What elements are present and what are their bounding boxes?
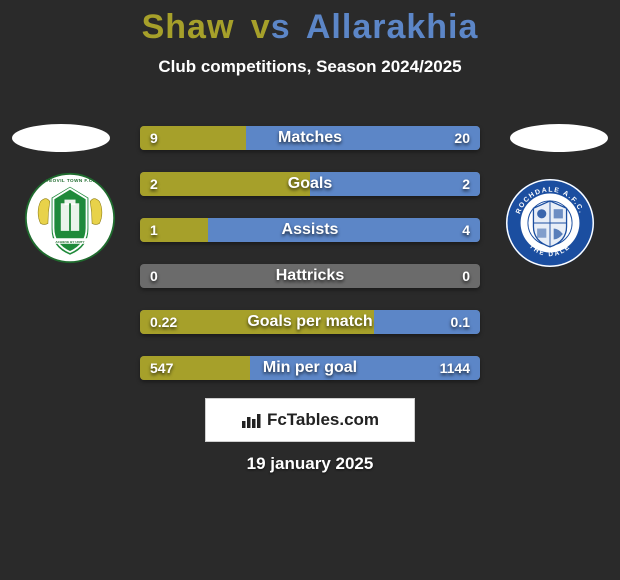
title-left-name: Shaw	[142, 8, 235, 46]
left-club-badge: ACHIEVE BY UNITY YEOVIL TOWN F.C.	[20, 168, 120, 268]
brand-link[interactable]: FcTables.com	[241, 410, 379, 430]
page-title: Shaw vs Allarakhia	[0, 0, 620, 47]
title-right-name: Allarakhia	[306, 8, 479, 46]
right-club-badge: ROCHDALE A.F.C. THE DALE	[500, 173, 600, 273]
left-shadow-oval	[12, 124, 110, 152]
stat-row: 14Assists	[140, 218, 480, 242]
title-vs: vs	[245, 8, 297, 46]
bar-label: Assists	[140, 218, 480, 242]
stat-row: 22Goals	[140, 172, 480, 196]
bar-label: Goals	[140, 172, 480, 196]
brand-box[interactable]: FcTables.com	[205, 398, 415, 442]
brand-text: FcTables.com	[267, 410, 379, 430]
stats-bars: 920Matches 22Goals 14Assists 00Hattricks 0.2…	[140, 126, 480, 402]
bar-label: Hattricks	[140, 264, 480, 288]
brand-bars-icon	[241, 411, 263, 429]
stat-row: 920Matches	[140, 126, 480, 150]
stat-row: 00Hattricks	[140, 264, 480, 288]
left-crest-icon: ACHIEVE BY UNITY YEOVIL TOWN F.C.	[24, 172, 116, 264]
stat-row: 0.220.1Goals per match	[140, 310, 480, 334]
left-crest-motto: ACHIEVE BY UNITY	[55, 240, 85, 244]
left-crest-name: YEOVIL TOWN F.C.	[46, 178, 95, 183]
right-crest-icon: ROCHDALE A.F.C. THE DALE	[504, 177, 596, 269]
date-line: 19 january 2025	[0, 454, 620, 474]
right-shadow-oval	[510, 124, 608, 152]
subtitle: Club competitions, Season 2024/2025	[0, 57, 620, 77]
bar-label: Min per goal	[140, 356, 480, 380]
bar-label: Matches	[140, 126, 480, 150]
stat-row: 5471144Min per goal	[140, 356, 480, 380]
bar-label: Goals per match	[140, 310, 480, 334]
